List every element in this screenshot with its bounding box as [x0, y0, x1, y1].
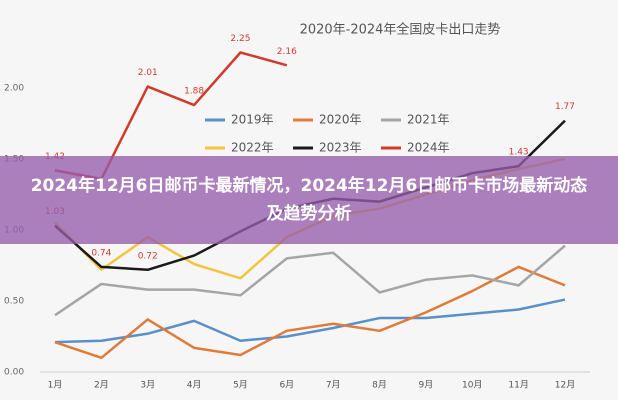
- series-line: [54, 265, 566, 360]
- y-tick-label: 2.00: [4, 84, 24, 94]
- legend-label: 2023年: [319, 141, 362, 155]
- x-tick-label: 11月: [508, 380, 528, 391]
- x-tick-label: 10月: [462, 380, 482, 391]
- data-label: 2.16: [277, 47, 297, 57]
- x-tick-label: 6月: [279, 380, 294, 391]
- y-tick-label: 0.00: [4, 368, 24, 378]
- legend-label: 2021年: [407, 113, 450, 127]
- data-label: 2.01: [138, 68, 158, 78]
- legend-label: 2020年: [319, 113, 362, 127]
- x-tick-label: 4月: [187, 380, 202, 391]
- x-tick-label: 7月: [326, 380, 341, 391]
- data-label: 1.77: [555, 102, 575, 112]
- x-tick-label: 5月: [233, 380, 248, 391]
- series-line: [54, 298, 566, 344]
- chart-title: 2020年-2024年全国皮卡出口走势: [300, 22, 501, 38]
- data-label: 1.43: [509, 148, 529, 158]
- legend-label: 2024年: [407, 141, 450, 155]
- x-tick-label: 9月: [419, 380, 434, 391]
- data-label: 0.72: [138, 251, 158, 261]
- data-label: 1.88: [184, 87, 204, 97]
- data-label: 2.25: [230, 34, 250, 44]
- banner-title: 2024年12月6日邮币卡最新情况，2024年12月6日邮币卡市场最新动态及趋势…: [0, 156, 618, 244]
- x-tick-label: 8月: [372, 380, 387, 391]
- data-label: 0.74: [91, 248, 111, 258]
- legend-label: 2022年: [231, 141, 274, 155]
- x-tick-label: 1月: [48, 380, 63, 391]
- x-tick-label: 2月: [94, 380, 109, 391]
- x-tick-label: 12月: [555, 380, 575, 391]
- series-line: [54, 244, 566, 317]
- legend-label: 2019年: [231, 113, 274, 127]
- y-tick-label: 0.50: [4, 297, 24, 307]
- x-tick-label: 3月: [140, 380, 155, 391]
